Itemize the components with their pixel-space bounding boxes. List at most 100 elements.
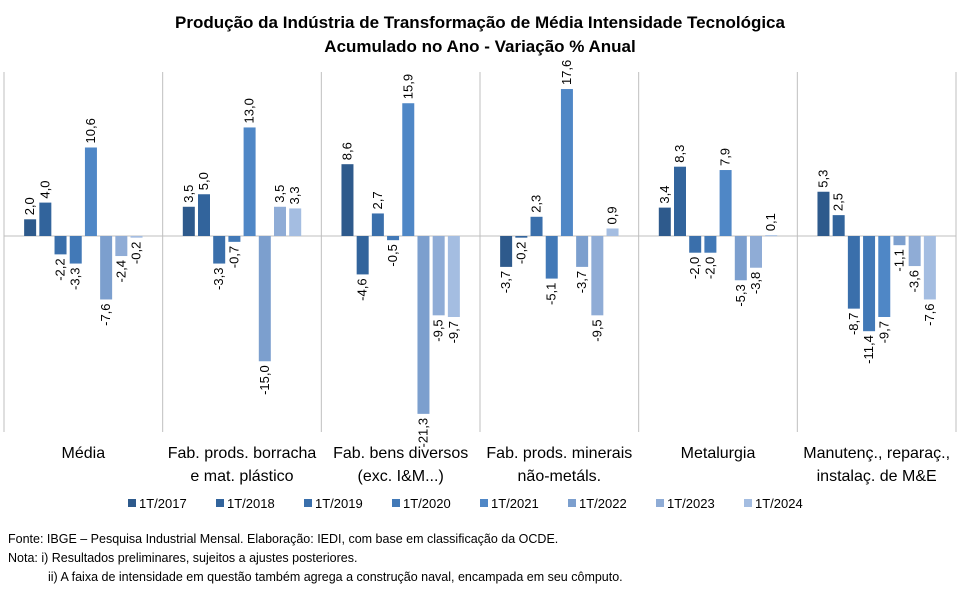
bar-value-label: -4,6 <box>355 278 370 300</box>
legend-swatch <box>216 499 224 507</box>
bar-value-label: -7,6 <box>98 303 113 325</box>
bar <box>560 89 573 236</box>
legend-label: 1T/2022 <box>579 496 627 511</box>
legend-swatch <box>392 499 400 507</box>
bar-value-label: 2,7 <box>370 191 385 209</box>
bar <box>908 236 921 267</box>
bar-value-label: -0,7 <box>226 246 241 268</box>
bar <box>54 236 67 255</box>
bar <box>432 236 445 316</box>
category-label: Manutenç., reparaç., <box>803 445 950 462</box>
category-label: Metalurgia <box>681 445 756 462</box>
bar-value-label: 5,0 <box>196 172 211 190</box>
bar-value-label: -2,4 <box>113 260 128 282</box>
bar <box>591 236 604 316</box>
bar-value-label: -2,0 <box>687 257 702 279</box>
bar <box>356 236 369 275</box>
source-note: Fonte: IBGE – Pesquisa Industrial Mensal… <box>8 532 559 546</box>
bar <box>341 164 354 236</box>
bar <box>39 202 52 236</box>
category-label: e mat. plástico <box>190 468 293 485</box>
bar <box>674 166 686 236</box>
chart-title-line: Acumulado no Ano - Variação % Anual <box>324 37 635 56</box>
bar <box>130 236 143 238</box>
note-2: ii) A faixa de intensidade em questão ta… <box>48 570 623 584</box>
bar <box>765 235 778 237</box>
bar-value-label: 8,3 <box>672 145 687 163</box>
bar-value-label: 3,4 <box>657 186 672 204</box>
bar-value-label: -9,7 <box>876 321 891 343</box>
bar <box>832 215 845 236</box>
bar-value-label: 15,9 <box>400 74 415 99</box>
bar-value-label: 2,3 <box>529 195 544 213</box>
legend-swatch <box>480 499 488 507</box>
bar <box>447 236 460 317</box>
bar-value-label: 0,9 <box>605 206 620 224</box>
chart-title-line: Produção da Indústria de Transformação d… <box>175 13 785 32</box>
bar <box>24 219 37 236</box>
bar <box>515 236 528 238</box>
bar-value-label: -3,7 <box>574 271 589 293</box>
bar <box>198 194 210 236</box>
bar <box>228 236 241 242</box>
bar-value-label: -5,1 <box>544 283 559 305</box>
bar <box>606 228 619 236</box>
category-label: Fab. bens diversos <box>333 445 468 462</box>
bar <box>274 206 286 236</box>
bar <box>371 213 384 236</box>
bar-value-label: -7,6 <box>922 303 937 325</box>
bar-value-label: -8,7 <box>846 313 861 335</box>
legend-swatch <box>304 499 312 507</box>
bar-value-label: -9,5 <box>589 319 604 341</box>
bar <box>182 206 195 236</box>
bar <box>847 236 860 309</box>
bar-value-label: -2,2 <box>53 258 68 280</box>
legend-label: 1T/2021 <box>491 496 539 511</box>
bar-value-label: 7,9 <box>718 148 733 166</box>
bar-value-label: -0,2 <box>513 242 528 264</box>
bar <box>402 103 415 236</box>
bar <box>115 236 128 257</box>
bar-value-label: 3,5 <box>272 185 287 203</box>
bar <box>719 170 732 236</box>
bar-value-label: -9,5 <box>431 319 446 341</box>
bar <box>878 236 891 317</box>
bar-value-label: 3,5 <box>181 185 196 203</box>
bar <box>500 236 513 267</box>
bar-value-label: -3,8 <box>748 272 763 294</box>
bar-value-label: -3,3 <box>68 268 83 290</box>
bar <box>893 236 906 246</box>
legend-swatch <box>128 499 136 507</box>
legend-swatch <box>744 499 752 507</box>
bar <box>704 236 717 253</box>
bar-value-label: -9,7 <box>446 321 461 343</box>
bar <box>213 236 226 264</box>
bar-value-label: -3,7 <box>498 271 513 293</box>
bar-value-label: 5,3 <box>815 170 830 188</box>
bar <box>100 236 113 300</box>
bar <box>289 208 302 236</box>
bar-value-label: -1,1 <box>891 249 906 271</box>
bar-value-label: 0,1 <box>763 213 778 231</box>
legend-label: 1T/2024 <box>755 496 803 511</box>
bar <box>923 236 936 300</box>
bar <box>387 236 400 241</box>
bar-value-label: 2,5 <box>831 193 846 211</box>
bar-value-label: -15,0 <box>257 365 272 395</box>
bar <box>734 236 747 281</box>
bar-value-label: 3,3 <box>287 186 302 204</box>
bar-value-label: -21,3 <box>415 418 430 448</box>
bar-value-label: 8,6 <box>339 142 354 160</box>
bar-value-label: -3,3 <box>211 268 226 290</box>
bar <box>243 127 256 236</box>
bar-value-label: 17,6 <box>559 60 574 85</box>
legend-label: 1T/2023 <box>667 496 715 511</box>
bar <box>863 236 876 332</box>
category-label: instalaç. de M&E <box>817 468 937 485</box>
bar <box>817 191 830 236</box>
bar <box>689 236 702 253</box>
category-label: Fab. prods. minerais <box>486 445 632 462</box>
bar <box>84 147 97 236</box>
category-label: Fab. prods. borracha <box>168 445 317 462</box>
